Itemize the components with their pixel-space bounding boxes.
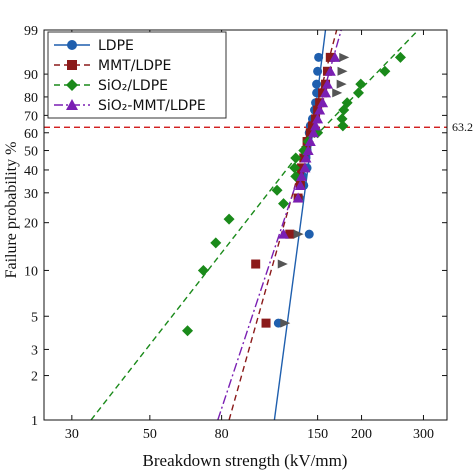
data-points [182, 51, 406, 337]
data-point-extra [336, 79, 347, 89]
data-point [355, 78, 367, 90]
data-point [313, 66, 323, 76]
y-tick-label: 5 [31, 310, 38, 325]
reference-line-group: 63.2 [44, 120, 473, 134]
data-point [321, 78, 333, 89]
data-point [320, 87, 332, 98]
x-tick-label: 50 [143, 427, 157, 442]
x-tick-label: 150 [307, 427, 328, 442]
legend-label: MMT/LDPE [98, 58, 171, 74]
data-point [314, 104, 326, 115]
data-point [278, 198, 290, 210]
data-point [307, 127, 319, 138]
data-point [304, 229, 314, 239]
y-tick-label: 80 [24, 91, 38, 106]
data-point [290, 152, 302, 164]
y-tick-label: 60 [24, 127, 38, 142]
axis-ticks: 1 2 3 5 10 20 30 40 50 60 70 80 90 99 30 50 80 150 200 300 [24, 24, 447, 442]
data-point [310, 120, 322, 131]
data-point [210, 237, 222, 249]
y-tick-label: 10 [24, 264, 38, 279]
legend-label: SiO₂/LDPE [98, 78, 168, 94]
data-point-extra [280, 318, 291, 328]
y-tick-label: 90 [24, 68, 38, 83]
data-point [394, 51, 406, 63]
legend: LDPE MMT/LDPE SiO₂/LDPE SiO₂-MMT/LDPE [47, 31, 227, 119]
x-tick-label: 200 [351, 427, 372, 442]
data-point-extra [277, 259, 288, 269]
y-tick-label: 50 [24, 145, 38, 160]
data-point [289, 162, 301, 174]
data-point [341, 97, 353, 109]
x-axis-label: Breakdown strength (kV/mm) [143, 451, 348, 470]
x-tick-label: 80 [215, 427, 229, 442]
data-point [297, 163, 307, 173]
data-point [251, 259, 261, 269]
data-point [285, 229, 295, 239]
data-point [292, 192, 304, 203]
data-point [300, 152, 312, 163]
data-point [312, 79, 322, 89]
data-point [271, 184, 283, 196]
y-tick-label: 3 [31, 343, 38, 358]
y-tick-label: 70 [24, 109, 38, 124]
data-point [299, 162, 311, 173]
legend-label: LDPE [98, 38, 134, 54]
data-point [261, 318, 271, 328]
legend-swatch-marker [67, 40, 77, 50]
y-tick-label: 30 [24, 187, 38, 202]
data-point [223, 213, 235, 225]
legend-swatch-marker [66, 79, 78, 91]
data-point [305, 128, 315, 138]
data-point [278, 228, 290, 239]
data-point [324, 65, 336, 76]
data-point [329, 51, 341, 62]
x-tick-label: 300 [413, 427, 434, 442]
legend-swatch-marker [67, 60, 77, 70]
data-point-extra [339, 52, 350, 62]
plot-frame [43, 29, 448, 421]
data-point [296, 170, 308, 181]
data-point [312, 113, 324, 124]
data-point [337, 120, 349, 132]
data-point [352, 87, 364, 99]
data-point [304, 136, 316, 147]
data-point-extra [293, 229, 304, 239]
data-point-extra [332, 88, 343, 98]
data-point-extra [337, 66, 348, 76]
legend-swatch-marker [66, 99, 78, 110]
data-point [307, 121, 317, 131]
y-tick-label: 1 [31, 414, 38, 429]
data-point [182, 325, 194, 337]
data-point [314, 52, 324, 62]
data-point [317, 97, 329, 108]
y-tick-label: 2 [31, 370, 38, 385]
legend-box [47, 31, 227, 119]
y-tick-label: 99 [24, 24, 38, 39]
data-point [379, 65, 391, 77]
data-point [197, 264, 209, 276]
x-tick-label: 30 [65, 427, 79, 442]
legend-label: SiO₂-MMT/LDPE [98, 98, 206, 114]
data-point [325, 52, 335, 62]
y-tick-label: 40 [24, 164, 38, 179]
data-point [302, 145, 314, 156]
data-point [294, 179, 306, 190]
reference-line-label: 63.2 [452, 120, 473, 134]
y-axis-label: Failure probability % [3, 142, 20, 279]
data-point [336, 113, 348, 125]
y-tick-label: 20 [24, 217, 38, 232]
